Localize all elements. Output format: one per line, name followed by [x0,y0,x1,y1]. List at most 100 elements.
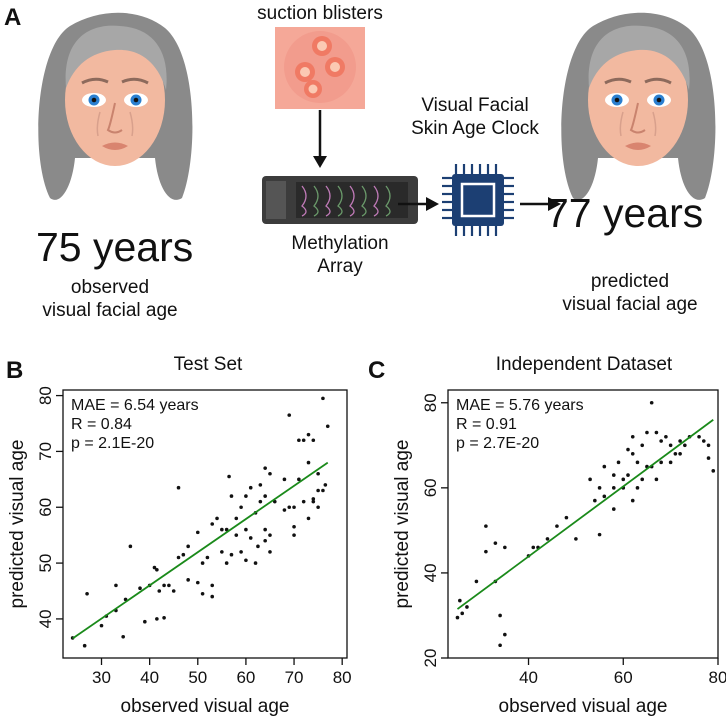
data-point [635,460,640,465]
data-point [210,522,215,526]
data-point [287,413,292,417]
data-point [574,537,578,541]
data-point [503,545,507,550]
data-point [654,430,659,435]
data-point [564,515,569,520]
data-point [282,508,287,512]
data-point [323,483,328,487]
y-axis-label: predicted visual age [7,440,28,609]
data-point [621,477,626,482]
data-point [287,505,292,510]
data-point [649,400,654,405]
data-point [248,485,253,490]
data-point [167,583,171,588]
data-point [630,498,635,503]
data-point [645,430,649,435]
data-point [316,488,320,493]
data-point [292,524,296,529]
data-point [316,505,320,510]
data-point [244,558,248,563]
data-point [292,505,296,510]
data-point [659,460,663,465]
stat-annotation: p = 2.7E-20 [456,435,539,452]
data-point [316,471,320,476]
plot-frame [447,389,719,659]
data-point [220,527,224,532]
data-point [220,550,224,554]
data-point [706,443,711,448]
data-point [325,424,330,429]
data-point [321,396,325,401]
data-point [602,464,607,469]
data-point [301,438,306,443]
elderly-face-right-illustration [561,12,716,200]
data-point [664,434,668,439]
data-point [186,544,190,549]
data-point [143,619,147,624]
data-point [531,545,536,550]
y-tick-label: 20 [421,649,440,668]
data-point [152,565,157,570]
data-point [311,497,316,501]
data-point [668,443,673,448]
predicted-age-caption: predicted visual facial age [540,270,720,316]
data-point [630,434,635,439]
data-point [227,474,231,479]
scatter-chart-independent-dataset: C Independent Dataset 40 60 80 20 40 60 80 observ… [368,354,726,717]
data-point [244,527,248,532]
panel-letter-a: A [4,4,22,31]
arrow-right-icon-2 [520,197,561,211]
data-point [157,589,162,593]
elderly-face-left-illustration [38,12,193,200]
arrow-down-icon [313,110,327,168]
data-point [711,469,716,473]
data-point [239,550,243,554]
suction-blisters-image [275,27,365,109]
data-point [181,552,186,557]
data-point [640,477,645,482]
array-label-line2: Array [317,256,363,277]
data-point [626,473,630,477]
stat-annotation: MAE = 6.54 years [71,397,199,414]
data-point [706,456,711,460]
data-point [234,516,239,521]
data-point [155,567,159,572]
chart-title: Independent Dataset [496,354,673,375]
stat-annotation: R = 0.84 [71,416,132,433]
data-point [306,516,311,521]
data-point [493,541,498,545]
data-point [611,473,616,477]
data-point [200,561,205,565]
x-tick-label: 80 [709,668,726,687]
data-point [258,499,263,504]
data-point [635,486,640,490]
data-point [186,578,190,582]
y-tick-label: 40 [421,563,440,582]
data-point [593,498,597,503]
panel-letter-b: B [6,357,23,384]
data-point [162,616,166,620]
methylation-array-label: Methylation Array [260,232,420,278]
data-point [224,527,229,532]
data-point [268,550,272,554]
data-point [155,617,159,621]
data-point [229,552,234,557]
arrow-right-icon [398,197,439,211]
observed-age-value: 75 years [36,224,194,270]
y-tick-label: 40 [36,609,55,628]
data-point [195,580,200,585]
data-point [282,477,287,482]
data-point [611,486,616,490]
data-point [256,544,260,549]
y-tick-label: 80 [421,393,440,412]
data-point [673,452,678,456]
y-axis-label: predicted visual age [392,440,413,609]
data-point [678,452,682,456]
data-point [602,494,607,499]
x-tick-label: 40 [140,668,159,687]
chart-title: Test Set [174,354,243,375]
scatter-chart-test-set: B Test Set 30 40 50 60 70 80 40 50 60 70 80 observed … [6,354,352,717]
data-point [224,561,229,565]
observed-caption-line1: observed [70,277,150,298]
y-tick-label: 80 [36,386,55,405]
